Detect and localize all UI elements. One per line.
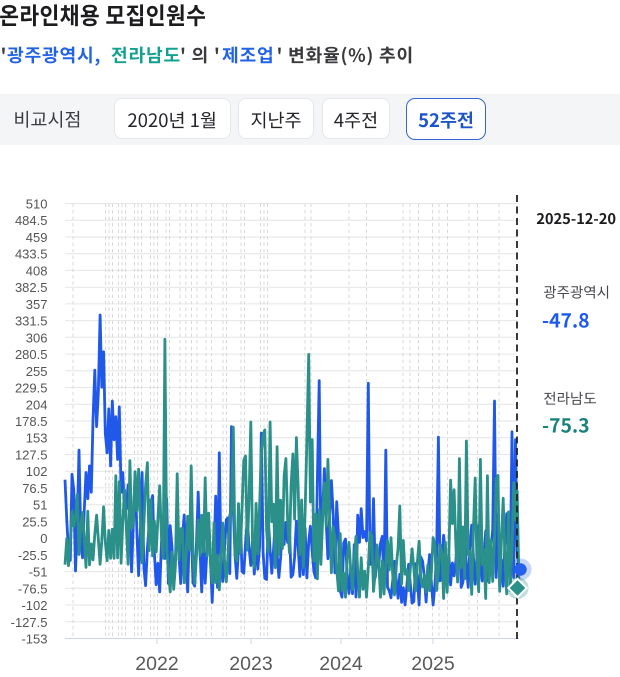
svg-text:459: 459 [26, 230, 48, 245]
svg-text:510: 510 [26, 197, 48, 212]
svg-text:2022: 2022 [135, 653, 178, 675]
svg-text:25.5: 25.5 [22, 514, 47, 529]
svg-text:357: 357 [26, 297, 48, 312]
svg-text:-153: -153 [21, 632, 47, 647]
svg-text:408: 408 [26, 263, 48, 278]
svg-text:-76.5: -76.5 [18, 581, 48, 596]
svg-text:-127.5: -127.5 [11, 615, 48, 630]
svg-text:2023: 2023 [229, 653, 272, 675]
svg-text:204: 204 [26, 397, 48, 412]
svg-text:2024: 2024 [319, 653, 363, 675]
svg-text:2025: 2025 [411, 653, 455, 675]
svg-text:280.5: 280.5 [15, 347, 48, 362]
svg-text:-25.5: -25.5 [18, 548, 48, 563]
svg-text:-51: -51 [29, 565, 48, 580]
svg-text:255: 255 [26, 364, 48, 379]
svg-text:331.5: 331.5 [15, 314, 48, 329]
svg-text:484.5: 484.5 [15, 213, 48, 228]
svg-text:229.5: 229.5 [15, 381, 48, 396]
svg-text:0: 0 [40, 531, 47, 546]
svg-text:127.5: 127.5 [15, 448, 48, 463]
svg-text:-102: -102 [21, 598, 47, 613]
svg-text:433.5: 433.5 [15, 247, 48, 262]
svg-text:102: 102 [26, 464, 48, 479]
svg-text:76.5: 76.5 [22, 481, 47, 496]
svg-text:382.5: 382.5 [15, 280, 48, 295]
svg-text:178.5: 178.5 [15, 414, 48, 429]
svg-text:306: 306 [26, 330, 48, 345]
svg-text:153: 153 [26, 431, 48, 446]
svg-text:51: 51 [33, 498, 47, 513]
